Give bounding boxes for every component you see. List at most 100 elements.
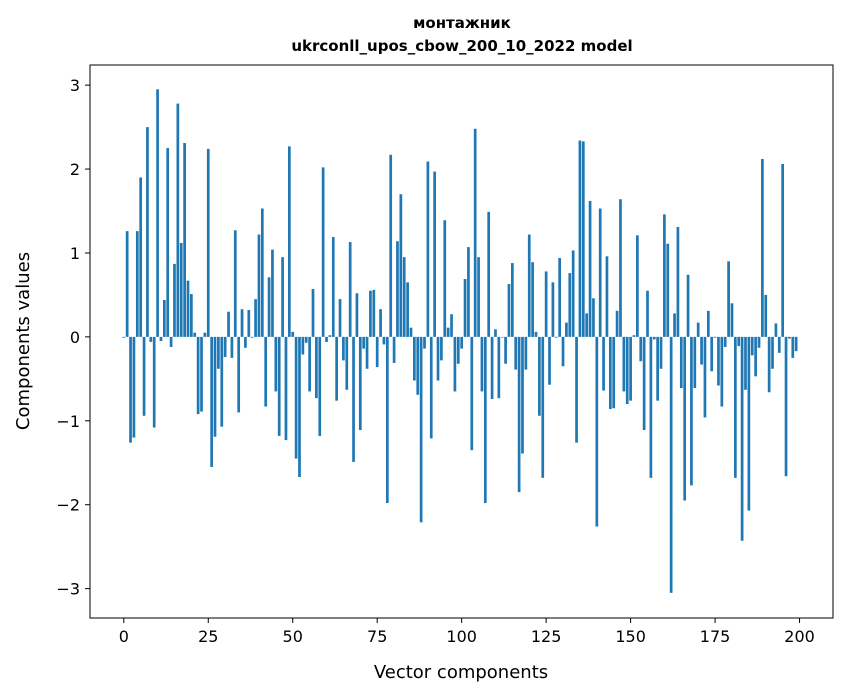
bar-70 bbox=[358, 336, 362, 431]
bar-28 bbox=[217, 336, 220, 369]
bar-140 bbox=[595, 336, 599, 527]
bar-36 bbox=[244, 336, 247, 348]
bar-191 bbox=[767, 336, 771, 393]
bar-40 bbox=[257, 234, 261, 337]
bar-160 bbox=[663, 214, 666, 337]
x-axis: 0 25 50 75 100 125 150 175 200 bbox=[119, 618, 815, 646]
x-tick-label: 25 bbox=[198, 627, 218, 646]
bar-83 bbox=[402, 257, 406, 337]
bar-164 bbox=[676, 226, 680, 337]
bar-7 bbox=[146, 127, 149, 337]
bar-95 bbox=[443, 220, 447, 337]
bar-35 bbox=[240, 309, 244, 337]
bars-group bbox=[122, 89, 798, 593]
bar-171 bbox=[700, 336, 703, 365]
bar-112 bbox=[500, 336, 504, 338]
bar-148 bbox=[622, 336, 626, 392]
bar-193 bbox=[774, 323, 778, 337]
bar-177 bbox=[720, 336, 724, 407]
bar-63 bbox=[335, 336, 339, 401]
bar-33 bbox=[233, 230, 237, 337]
bar-147 bbox=[619, 199, 622, 337]
bar-106 bbox=[480, 336, 484, 392]
bar-59 bbox=[321, 167, 325, 337]
bar-37 bbox=[247, 310, 251, 337]
y-tick-label: 0 bbox=[70, 328, 80, 347]
bar-25 bbox=[206, 148, 210, 337]
x-tick-label: 150 bbox=[615, 627, 646, 646]
bar-141 bbox=[598, 208, 602, 337]
bar-189 bbox=[761, 158, 764, 337]
bar-152 bbox=[636, 235, 639, 337]
bar-143 bbox=[605, 256, 609, 337]
bar-196 bbox=[784, 336, 788, 477]
bar-198 bbox=[791, 336, 795, 358]
bar-130 bbox=[561, 336, 565, 367]
bar-159 bbox=[659, 336, 663, 369]
bar-0 bbox=[122, 336, 126, 338]
bar-53 bbox=[301, 336, 305, 355]
bar-113 bbox=[504, 336, 507, 364]
bar-68 bbox=[352, 336, 355, 462]
bar-94 bbox=[440, 336, 443, 361]
bar-184 bbox=[744, 336, 747, 390]
bar-151 bbox=[632, 335, 636, 337]
bar-165 bbox=[679, 336, 683, 389]
bar-54 bbox=[304, 336, 308, 343]
bar-13 bbox=[166, 148, 170, 337]
bar-69 bbox=[355, 293, 359, 337]
bar-145 bbox=[612, 336, 616, 409]
x-tick-label: 50 bbox=[283, 627, 303, 646]
bar-43 bbox=[267, 277, 271, 337]
bar-6 bbox=[142, 336, 146, 416]
bar-114 bbox=[507, 284, 511, 337]
bar-31 bbox=[227, 311, 230, 337]
bar-60 bbox=[325, 336, 328, 342]
bar-22 bbox=[196, 336, 200, 415]
bar-115 bbox=[510, 263, 514, 337]
bar-117 bbox=[517, 336, 521, 493]
bar-93 bbox=[436, 336, 440, 381]
bar-133 bbox=[571, 250, 575, 337]
bar-97 bbox=[450, 314, 453, 337]
bar-129 bbox=[558, 258, 562, 337]
bar-79 bbox=[389, 154, 393, 337]
bar-73 bbox=[369, 290, 372, 337]
bar-134 bbox=[575, 336, 578, 443]
bar-58 bbox=[318, 336, 322, 436]
bar-173 bbox=[706, 310, 710, 337]
bar-150 bbox=[629, 336, 632, 401]
bar-157 bbox=[652, 336, 656, 340]
bar-50 bbox=[291, 331, 295, 337]
bar-16 bbox=[176, 103, 180, 337]
bar-182 bbox=[737, 336, 741, 347]
bar-85 bbox=[409, 327, 413, 337]
bar-12 bbox=[162, 299, 166, 337]
bar-62 bbox=[331, 237, 335, 337]
bar-104 bbox=[473, 128, 477, 337]
bar-180 bbox=[730, 303, 734, 337]
bar-61 bbox=[328, 335, 332, 337]
bar-122 bbox=[534, 331, 538, 337]
bar-92 bbox=[433, 171, 436, 337]
y-axis-label: Components values bbox=[13, 252, 34, 430]
bar-89 bbox=[423, 336, 426, 349]
bar-136 bbox=[581, 141, 585, 337]
bar-188 bbox=[757, 336, 761, 348]
bar-166 bbox=[683, 336, 687, 501]
bar-86 bbox=[413, 336, 416, 381]
bar-80 bbox=[392, 336, 396, 363]
bar-29 bbox=[220, 336, 224, 427]
bar-162 bbox=[669, 336, 673, 593]
bar-132 bbox=[568, 273, 572, 337]
bar-105 bbox=[477, 257, 480, 337]
bar-137 bbox=[585, 313, 589, 337]
bar-103 bbox=[470, 336, 474, 451]
x-tick-label: 100 bbox=[446, 627, 477, 646]
y-tick-label: −2 bbox=[56, 496, 80, 515]
bar-127 bbox=[551, 282, 555, 337]
bar-39 bbox=[254, 299, 257, 337]
bar-75 bbox=[375, 336, 379, 368]
bar-111 bbox=[497, 336, 501, 399]
y-axis: −3 −2 −1 0 1 2 3 bbox=[56, 76, 90, 599]
